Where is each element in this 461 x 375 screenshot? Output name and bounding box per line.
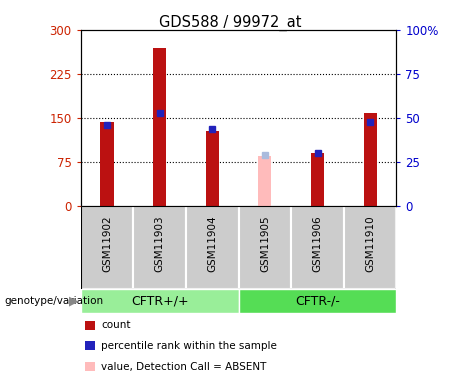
Text: GSM11905: GSM11905 — [260, 215, 270, 272]
Bar — [81, 289, 239, 313]
Bar — [100, 122, 113, 206]
Bar — [364, 113, 377, 206]
Bar — [133, 206, 186, 289]
Text: percentile rank within the sample: percentile rank within the sample — [101, 341, 278, 351]
Bar — [344, 206, 396, 289]
Text: GSM11902: GSM11902 — [102, 215, 112, 272]
Bar — [258, 156, 272, 206]
Bar — [291, 206, 344, 289]
Text: ▶: ▶ — [69, 294, 78, 307]
Text: GSM11904: GSM11904 — [207, 215, 217, 272]
Bar — [239, 289, 396, 313]
Text: CFTR-/-: CFTR-/- — [295, 294, 340, 307]
Bar — [153, 48, 166, 206]
Bar — [81, 206, 133, 289]
Text: value, Detection Call = ABSENT: value, Detection Call = ABSENT — [101, 362, 267, 372]
Text: CFTR+/+: CFTR+/+ — [131, 294, 189, 307]
Bar — [311, 153, 324, 206]
Bar — [239, 206, 291, 289]
Bar — [206, 131, 219, 206]
Text: GDS588 / 99972_at: GDS588 / 99972_at — [159, 15, 302, 31]
Text: GSM11903: GSM11903 — [154, 215, 165, 272]
Bar — [186, 206, 239, 289]
Text: genotype/variation: genotype/variation — [5, 296, 104, 306]
Text: count: count — [101, 320, 131, 330]
Text: GSM11910: GSM11910 — [365, 215, 375, 272]
Text: GSM11906: GSM11906 — [313, 215, 323, 272]
